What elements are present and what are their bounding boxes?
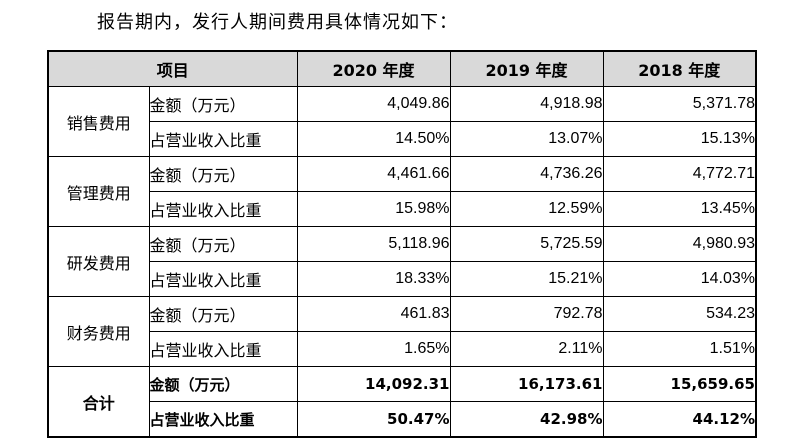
total-category-cell: 合计 — [47, 366, 150, 438]
table-row: 占营业收入比重 1.65% 2.11% 1.51% — [48, 331, 757, 367]
header-row: 项目 2020 年度 2019 年度 2018 年度 — [47, 50, 757, 87]
value-cell: 1.51% — [602, 331, 757, 367]
value-cell: 4,736.26 — [449, 156, 604, 192]
header-item: 项目 — [47, 50, 298, 87]
category-cell: 研发费用 — [47, 226, 150, 297]
value-cell: 13.45% — [602, 191, 757, 227]
value-cell: 5,725.59 — [449, 226, 604, 262]
value-cell: 15.98% — [296, 191, 451, 227]
value-cell: 5,118.96 — [296, 226, 451, 262]
category-cell: 财务费用 — [47, 296, 150, 367]
table-row: 销售费用 金额（万元） 4,049.86 4,918.98 5,371.78 — [47, 86, 757, 157]
table-row: 占营业收入比重 15.98% 12.59% 13.45% — [48, 191, 757, 227]
value-cell: 4,461.66 — [296, 156, 451, 192]
metric-label: 金额（万元） — [148, 296, 298, 332]
table-row: 管理费用 金额（万元） 4,461.66 4,736.26 4,772.71 — [47, 156, 757, 227]
value-cell: 1.65% — [296, 331, 451, 367]
metric-label: 占营业收入比重 — [148, 261, 298, 297]
table-row: 占营业收入比重 14.50% 13.07% 15.13% — [48, 121, 757, 157]
value-cell: 14,092.31 — [296, 366, 451, 402]
value-cell: 15.21% — [449, 261, 604, 297]
value-cell: 4,049.86 — [296, 86, 451, 122]
metric-label: 占营业收入比重 — [148, 191, 298, 227]
metric-label: 占营业收入比重 — [148, 121, 298, 157]
value-cell: 18.33% — [296, 261, 451, 297]
metric-label: 金额（万元） — [148, 156, 298, 192]
table-row: 财务费用 金额（万元） 461.83 792.78 534.23 — [47, 296, 757, 367]
metric-label: 金额（万元） — [148, 86, 298, 122]
value-cell: 42.98% — [449, 401, 604, 438]
metric-label: 占营业收入比重 — [148, 331, 298, 367]
value-cell: 13.07% — [449, 121, 604, 157]
value-cell: 16,173.61 — [449, 366, 604, 402]
value-cell: 4,980.93 — [602, 226, 757, 262]
value-cell: 14.03% — [602, 261, 757, 297]
value-cell: 50.47% — [296, 401, 451, 438]
value-cell: 461.83 — [296, 296, 451, 332]
expense-table: 项目 2020 年度 2019 年度 2018 年度 销售费用 金额（万元） 4… — [47, 50, 757, 438]
value-cell: 534.23 — [602, 296, 757, 332]
value-cell: 792.78 — [449, 296, 604, 332]
intro-text: 报告期内，发行人期间费用具体情况如下： — [97, 12, 458, 33]
value-cell: 44.12% — [602, 401, 757, 438]
metric-label: 金额（万元） — [148, 366, 298, 402]
value-cell: 2.11% — [449, 331, 604, 367]
table-row: 占营业收入比重 18.33% 15.21% 14.03% — [48, 261, 757, 297]
header-2019: 2019 年度 — [449, 50, 604, 87]
value-cell: 15.13% — [602, 121, 757, 157]
value-cell: 4,772.71 — [602, 156, 757, 192]
category-cell: 销售费用 — [47, 86, 150, 157]
category-cell: 管理费用 — [47, 156, 150, 227]
value-cell: 15,659.65 — [602, 366, 757, 402]
value-cell: 4,918.98 — [449, 86, 604, 122]
metric-label: 金额（万元） — [148, 226, 298, 262]
metric-label: 占营业收入比重 — [148, 401, 298, 438]
total-row: 合计 金额（万元） 14,092.31 16,173.61 15,659.65 — [47, 366, 757, 438]
table-row: 研发费用 金额（万元） 5,118.96 5,725.59 4,980.93 — [47, 226, 757, 297]
value-cell: 12.59% — [449, 191, 604, 227]
value-cell: 14.50% — [296, 121, 451, 157]
header-2018: 2018 年度 — [602, 50, 757, 87]
total-row: 占营业收入比重 50.47% 42.98% 44.12% — [48, 401, 757, 438]
header-2020: 2020 年度 — [296, 50, 451, 87]
value-cell: 5,371.78 — [602, 86, 757, 122]
